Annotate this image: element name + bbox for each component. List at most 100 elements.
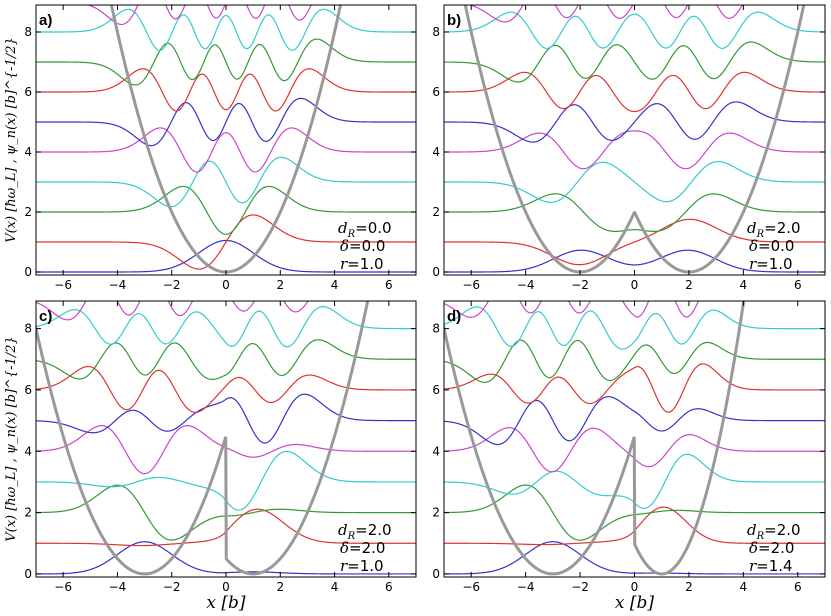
- param-dR: dR=2.0: [338, 521, 392, 542]
- potential-curve: [463, 5, 806, 274]
- y-tick-label: 2: [24, 506, 32, 520]
- y-tick-label: 6: [432, 383, 440, 397]
- panel-tag: a): [39, 12, 52, 29]
- wavefunction-8: [36, 305, 416, 348]
- wavefunction-0: [36, 239, 416, 273]
- x-tick-label: 4: [331, 580, 339, 594]
- wavefunction-6: [444, 71, 825, 113]
- x-tick-label: 2: [685, 580, 693, 594]
- wavefunction-0: [444, 249, 825, 273]
- param-delta: δ=2.0: [340, 539, 385, 557]
- x-tick-label: 4: [740, 278, 748, 292]
- x-tick-label: 2: [276, 278, 284, 292]
- panel-d: −6 −4 −2 0 2 4 6 0 2 4 6 8 d) dR=2.0δ=2.0r=1.4: [432, 300, 826, 594]
- x-tick-label: −4: [517, 278, 535, 292]
- x-tick-label: 0: [631, 580, 639, 594]
- x-tick-label: 2: [685, 278, 693, 292]
- y-tick-label: 4: [432, 145, 440, 159]
- param-delta: δ=0.0: [749, 237, 794, 255]
- wavefunction-2: [444, 193, 825, 232]
- wavefunction-2: [36, 185, 416, 235]
- y-tick-label: 2: [432, 506, 440, 520]
- param-dR: dR=2.0: [747, 219, 801, 240]
- wavefunction-6: [36, 68, 416, 112]
- param-delta: δ=0.0: [340, 237, 385, 255]
- wavefunction-8: [444, 306, 825, 350]
- wavefunction-5: [444, 101, 825, 143]
- x-tick-label: 4: [740, 580, 748, 594]
- potential-curve: [36, 301, 370, 576]
- y-tick-label: 0: [432, 567, 440, 581]
- param-dR: dR=2.0: [747, 521, 801, 542]
- wavefunction-1: [444, 218, 825, 266]
- wavefunction-3: [36, 156, 416, 208]
- y-axis-label-bottom: V(x) [ħω_L] , ψ_n(x) [b]^{-1/2}: [4, 336, 19, 542]
- y-tick-label: 0: [24, 567, 32, 581]
- x-tick-label: −2: [163, 580, 181, 594]
- y-axis-label-top: V(x) [ħω_L] , ψ_n(x) [b]^{-1/2}: [4, 37, 19, 243]
- y-tick-label: 8: [24, 322, 32, 336]
- x-tick-label: 0: [631, 278, 639, 292]
- wavefunction-5: [36, 393, 416, 444]
- x-tick-label: 6: [794, 580, 802, 594]
- wavefunction-5: [444, 396, 825, 446]
- param-r: r=1.0: [340, 557, 384, 575]
- wavefunction-8: [36, 8, 416, 51]
- y-tick-label: 6: [24, 85, 32, 99]
- x-tick-label: −6: [462, 278, 480, 292]
- wavefunction-7: [444, 339, 825, 383]
- x-tick-label: −4: [109, 278, 127, 292]
- wavefunction-9: [467, 5, 744, 23]
- y-tick-label: 0: [432, 265, 440, 279]
- y-tick-label: 4: [432, 444, 440, 458]
- y-tick-label: 4: [24, 444, 32, 458]
- x-tick-label: 2: [276, 580, 284, 594]
- wavefunction-6: [444, 363, 825, 413]
- wavefunction-7: [36, 38, 416, 86]
- y-tick-label: 4: [24, 145, 32, 159]
- y-tick-label: 6: [24, 383, 32, 397]
- wavefunction-7: [36, 339, 416, 380]
- param-r: r=1.0: [340, 255, 384, 273]
- param-r: r=1.4: [749, 557, 793, 575]
- x-tick-label: 0: [222, 580, 230, 594]
- x-tick-label: −6: [54, 580, 72, 594]
- x-tick-label: 6: [385, 580, 393, 594]
- wavefunction-9: [86, 5, 312, 26]
- wavefunction-4: [36, 127, 416, 173]
- x-tick-label: −4: [517, 580, 535, 594]
- x-tick-label: −6: [54, 278, 72, 292]
- wavefunction-1: [36, 214, 416, 270]
- y-tick-label: 0: [24, 265, 32, 279]
- wavefunction-8: [444, 11, 825, 49]
- x-axis-label: x [b]: [206, 593, 246, 613]
- y-tick-label: 8: [432, 25, 440, 39]
- x-tick-label: −2: [163, 278, 181, 292]
- y-tick-label: 2: [432, 205, 440, 219]
- y-tick-label: 8: [24, 25, 32, 39]
- x-tick-label: −2: [571, 278, 589, 292]
- potential-curve: [444, 301, 746, 576]
- panel-tag: d): [447, 308, 461, 325]
- panel-c: −6 −4 −2 0 2 4 6 0 2 4 6 8 c) dR=2.0δ=2.0r=1.0: [24, 300, 417, 594]
- wavefunction-3: [444, 161, 825, 203]
- x-axis-label: x [b]: [615, 593, 655, 613]
- y-tick-label: 6: [432, 85, 440, 99]
- y-tick-label: 8: [432, 322, 440, 336]
- x-tick-label: 4: [331, 278, 339, 292]
- x-tick-label: 6: [794, 278, 802, 292]
- x-tick-label: 0: [222, 278, 230, 292]
- wavefunction-7: [444, 41, 825, 83]
- wavefunction-6: [36, 365, 416, 413]
- wavefunction-9: [444, 301, 700, 318]
- x-tick-label: 6: [385, 278, 393, 292]
- param-r: r=1.0: [749, 255, 793, 273]
- panel-tag: b): [447, 12, 461, 29]
- wavefunction-5: [36, 97, 416, 147]
- x-tick-label: −6: [462, 580, 480, 594]
- param-delta: δ=2.0: [749, 539, 794, 557]
- y-tick-label: 2: [24, 205, 32, 219]
- panel-b: −6 −4 −2 0 2 4 6 0 2 4 6 8 b) dR=2.0δ=0.0r=1.0: [432, 4, 826, 292]
- x-tick-label: −2: [571, 580, 589, 594]
